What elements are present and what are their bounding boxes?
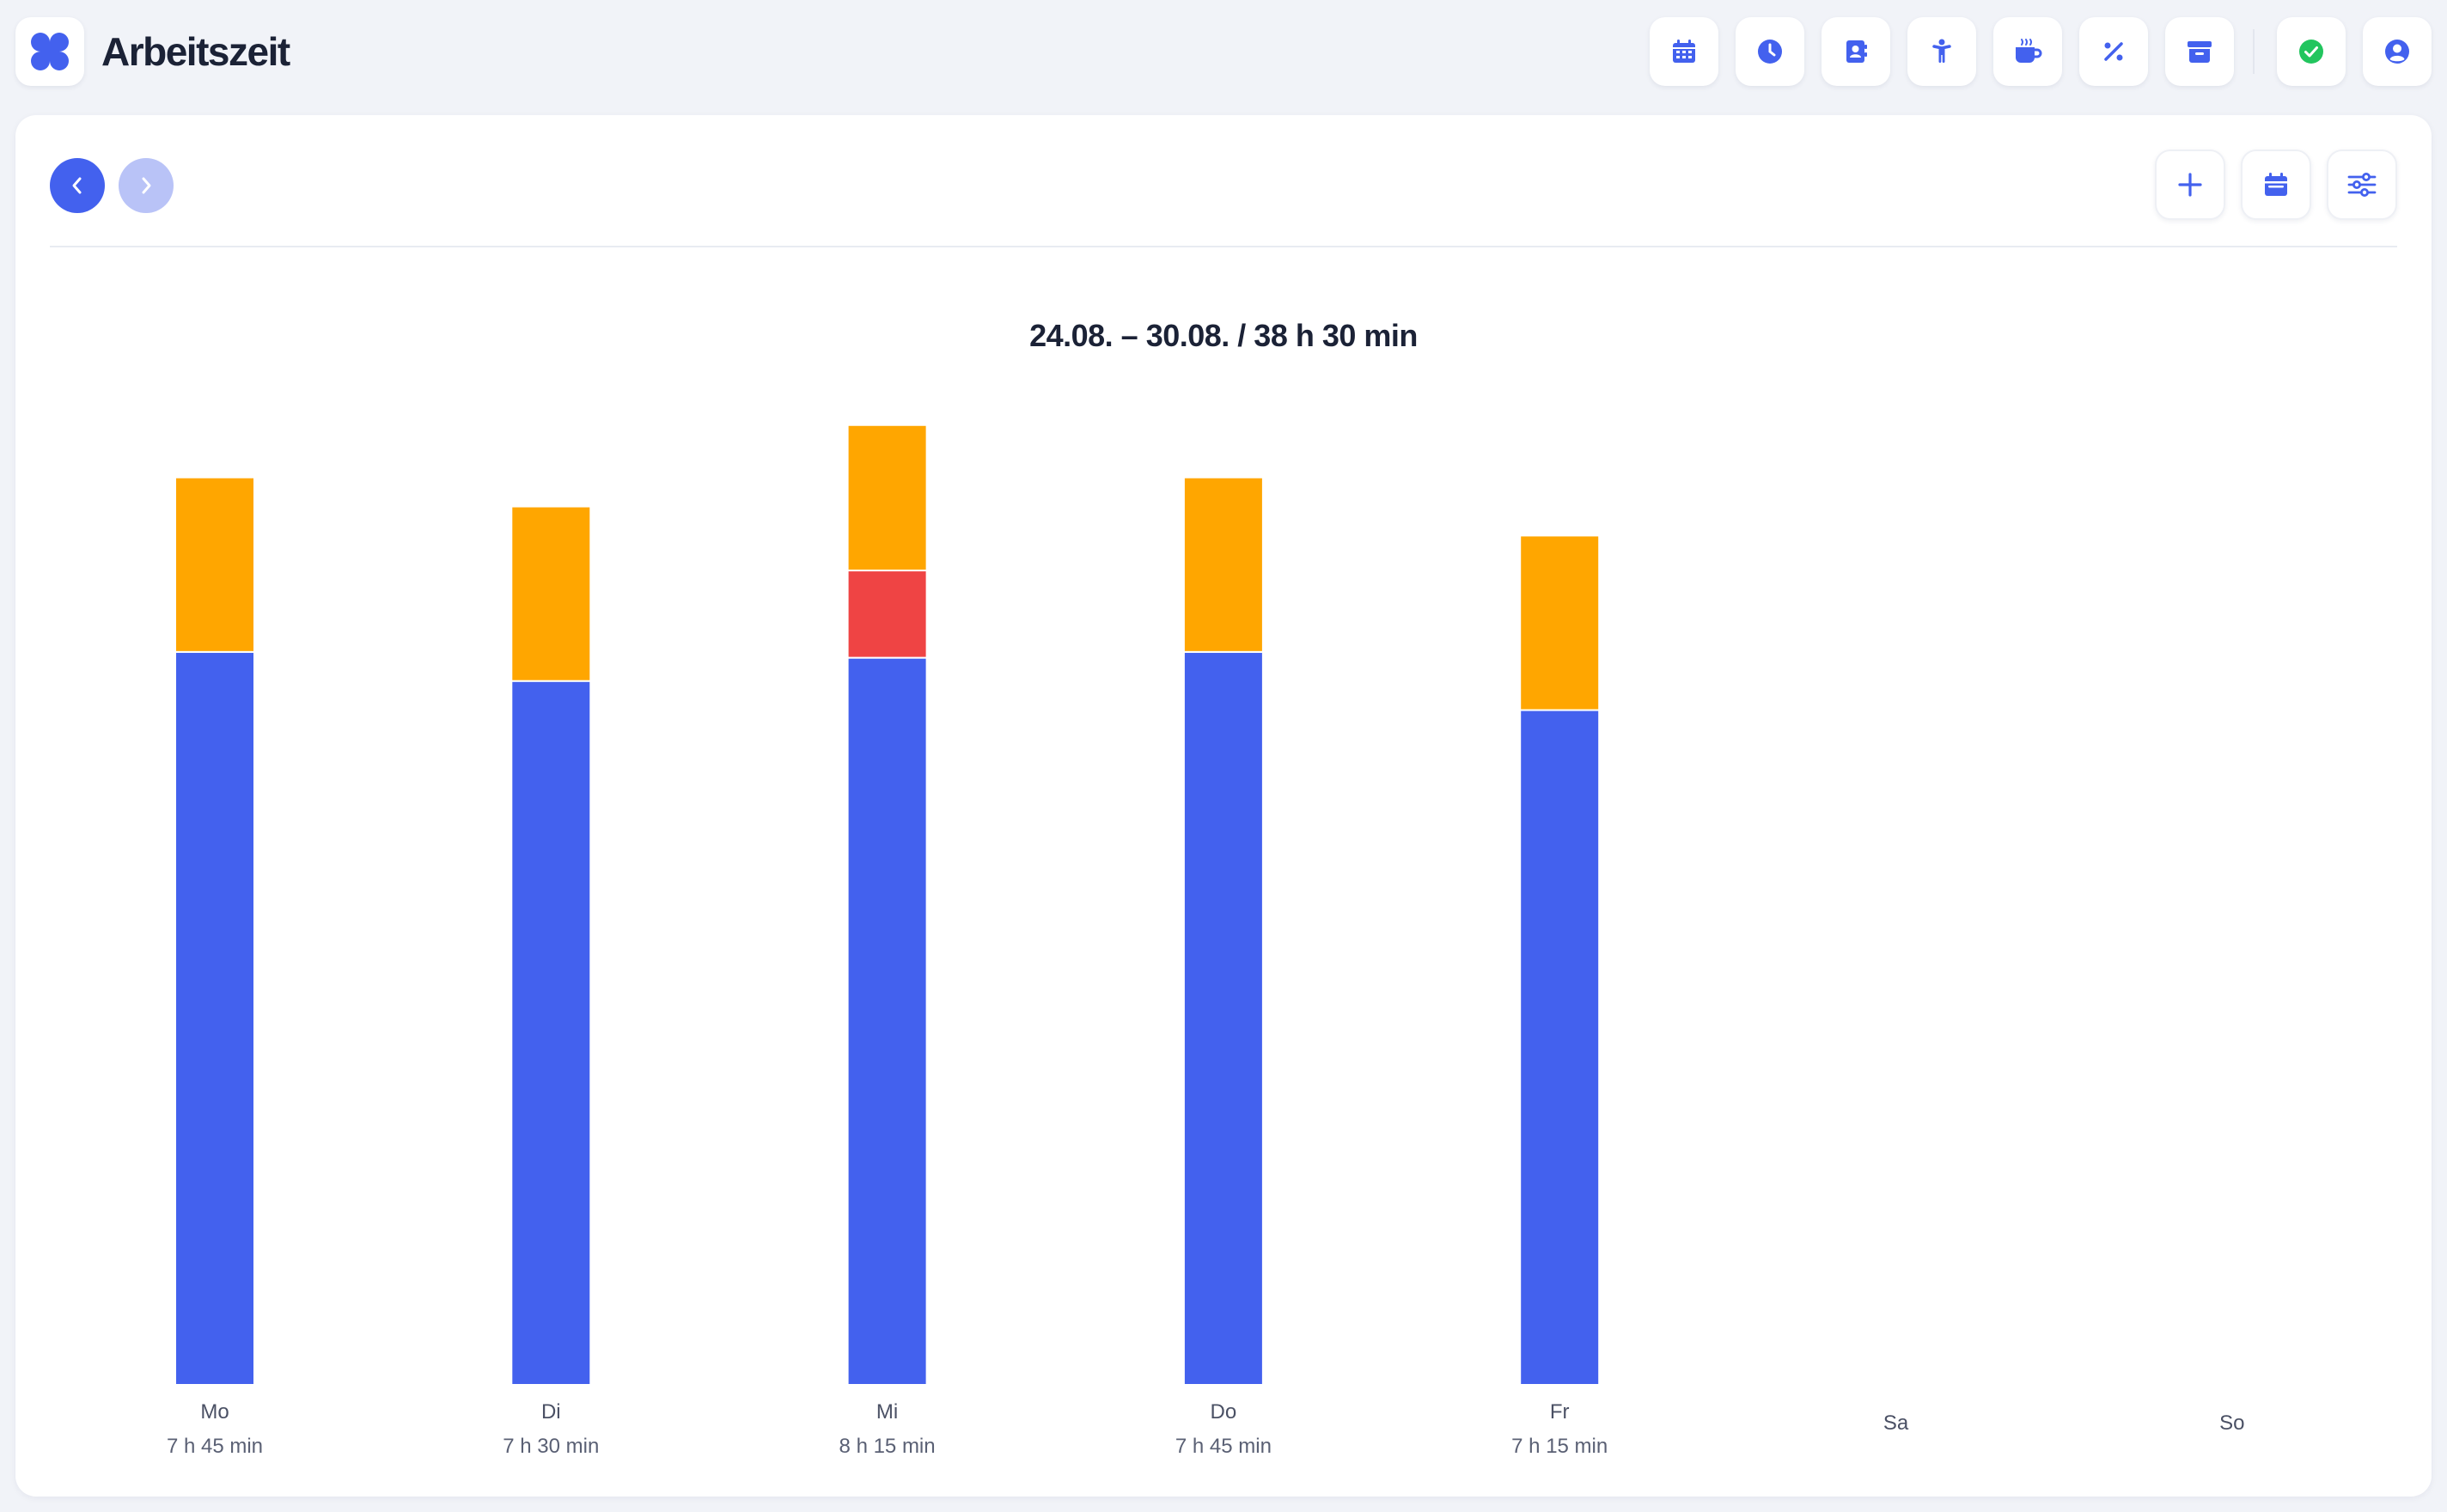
day-fr-label: Fr — [1550, 1400, 1570, 1424]
top-bar: Arbeitszeit — [0, 0, 2447, 115]
toolbar-separator — [2253, 29, 2255, 74]
bar-mo-segment-2[interactable] — [174, 476, 255, 653]
bar-mi-segment-0[interactable] — [846, 656, 928, 1386]
choose-week-button[interactable] — [2241, 149, 2311, 220]
sliders-icon — [2347, 173, 2377, 197]
person-icon — [1932, 39, 1951, 63]
archive-icon — [2188, 41, 2212, 63]
bar-mo-segment-0[interactable] — [174, 650, 255, 1386]
percent-icon — [2104, 42, 2123, 61]
weekly-hours-chart: Mo 7 h 45 min Di 7 h 30 min Mi 8 h 15 min Do 7 … — [167, 424, 2244, 1458]
chevron-left-icon — [72, 177, 82, 194]
day-di-label: Di — [541, 1400, 561, 1424]
add-entry-button[interactable] — [2155, 149, 2225, 220]
account-button[interactable] — [2363, 17, 2432, 86]
calendar-button[interactable] — [1650, 17, 1718, 86]
calendar-grid-icon — [1673, 40, 1695, 63]
main-card: 24.08. – 30.08. / 38 h 30 min Mo 7 h 45 m… — [15, 115, 2432, 1497]
archive-button[interactable] — [2165, 17, 2234, 86]
coffee-icon — [2016, 39, 2042, 63]
day-mi-label: Mi — [876, 1400, 898, 1424]
bar-mi-segment-1[interactable] — [846, 570, 928, 659]
day-di-total-label: 7 h 30 min — [503, 1435, 599, 1458]
day-so-label: So — [2219, 1411, 2244, 1435]
check-circle-icon — [2299, 40, 2323, 64]
bar-do-segment-0[interactable] — [1182, 650, 1264, 1386]
bar-do-segment-2[interactable] — [1182, 476, 1264, 653]
next-week-button[interactable] — [119, 158, 174, 213]
app-logo[interactable] — [15, 17, 84, 86]
bar-mi-segment-2[interactable] — [846, 424, 928, 572]
filter-settings-button[interactable] — [2327, 149, 2397, 220]
day-mi-total-label: 8 h 15 min — [839, 1435, 936, 1458]
bar-fr-segment-0[interactable] — [1519, 709, 1601, 1386]
time-button[interactable] — [1736, 17, 1804, 86]
chart-title: 24.08. – 30.08. / 38 h 30 min — [1029, 318, 1418, 353]
day-fr-total-label: 7 h 15 min — [1511, 1435, 1608, 1458]
header-divider — [50, 246, 2397, 247]
percent-button[interactable] — [2079, 17, 2148, 86]
bar-di-segment-2[interactable] — [510, 505, 592, 682]
day-do-total-label: 7 h 45 min — [1175, 1435, 1272, 1458]
clock-icon — [1758, 40, 1782, 64]
day-do-label: Do — [1211, 1400, 1237, 1424]
day-mo-total-label: 7 h 45 min — [167, 1435, 263, 1458]
plus-icon — [2178, 173, 2202, 197]
break-button[interactable] — [1993, 17, 2062, 86]
status-button[interactable] — [2277, 17, 2346, 86]
logo-icon — [31, 33, 69, 70]
calendar-icon — [2265, 173, 2287, 196]
address-book-icon — [1846, 40, 1867, 63]
app-title: Arbeitszeit — [101, 29, 290, 74]
day-sa-label: Sa — [1883, 1411, 1909, 1435]
previous-week-button[interactable] — [50, 158, 105, 213]
contacts-button[interactable] — [1822, 17, 1890, 86]
bar-di-segment-0[interactable] — [510, 680, 592, 1386]
bar-fr-segment-2[interactable] — [1519, 534, 1601, 711]
day-mo-label: Mo — [200, 1400, 229, 1424]
user-circle-icon — [2385, 40, 2409, 64]
person-button[interactable] — [1907, 17, 1976, 86]
chevron-right-icon — [142, 177, 151, 194]
